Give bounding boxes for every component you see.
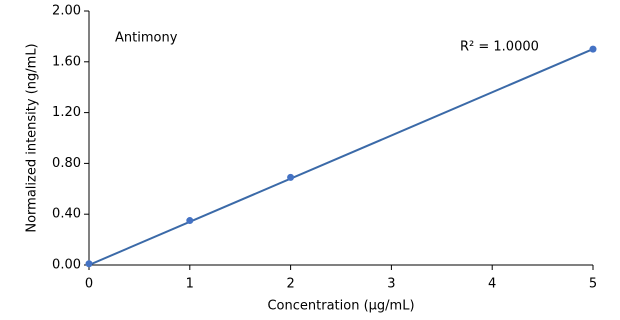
x-axis-label: Concentration (µg/mL) bbox=[267, 299, 414, 314]
annotation: R² = 1.0000 bbox=[460, 40, 539, 55]
y-axis-label: Normalized intensity (ng/mL) bbox=[25, 43, 40, 232]
y-tick-label: 1.20 bbox=[52, 105, 81, 120]
data-point bbox=[85, 260, 93, 268]
data-point bbox=[287, 173, 295, 181]
x-tick-label: 4 bbox=[488, 277, 496, 292]
y-tick-label: 0.00 bbox=[52, 258, 81, 273]
x-tick-label: 2 bbox=[286, 277, 294, 292]
data-point bbox=[589, 45, 597, 53]
y-tick-label: 0.80 bbox=[52, 156, 81, 171]
x-tick-label: 0 bbox=[85, 277, 93, 292]
x-tick-label: 1 bbox=[186, 277, 194, 292]
data-point bbox=[186, 217, 194, 225]
annotation: Antimony bbox=[115, 31, 178, 46]
x-tick-label: 5 bbox=[589, 277, 597, 292]
y-tick-label: 2.00 bbox=[52, 4, 81, 19]
y-tick-label: 0.40 bbox=[52, 207, 81, 222]
trendline bbox=[88, 48, 594, 266]
x-tick-label: 3 bbox=[387, 277, 395, 292]
y-tick-label: 1.60 bbox=[52, 54, 81, 69]
